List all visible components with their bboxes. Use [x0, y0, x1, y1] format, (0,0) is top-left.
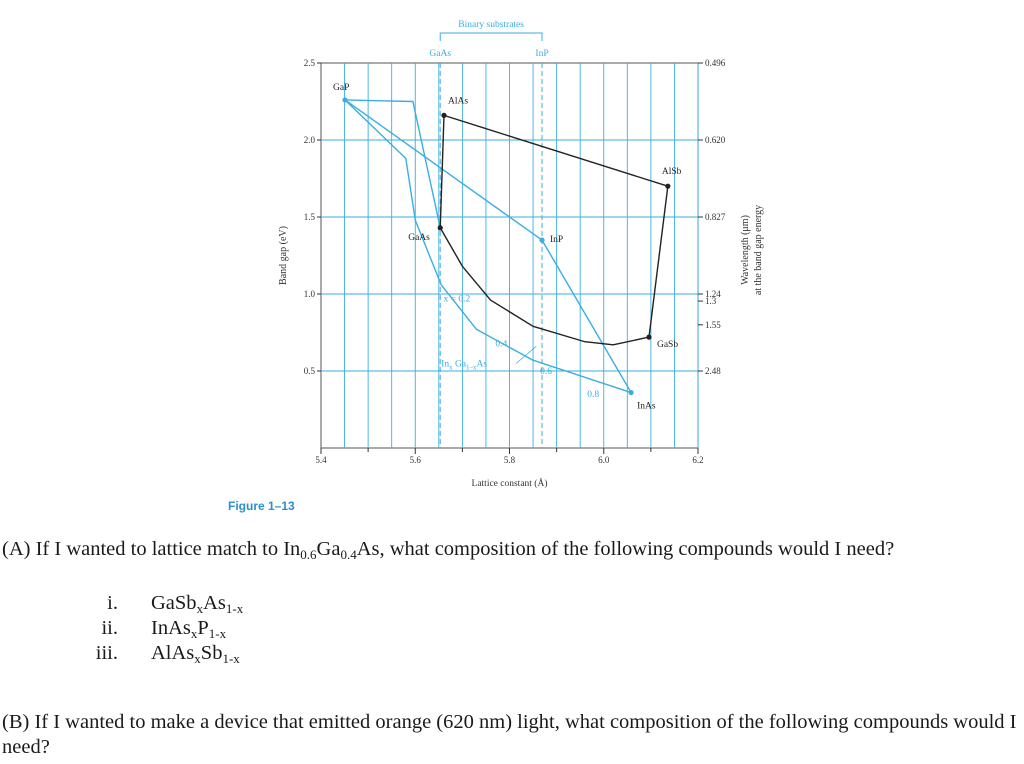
bandgap-chart: 5.4 5.6 5.8 6.0 6.2 0.5 1.0 1.5 2.0 2.5 0.496 0.620…	[278, 20, 764, 489]
y2-tick-label: 0.827	[705, 212, 726, 222]
data-point	[437, 225, 443, 231]
option-number: iii.	[95, 642, 118, 664]
y2-tick-label: 0.620	[705, 135, 726, 145]
y-tick-label: 1.0	[304, 289, 316, 299]
binary-bracket	[439, 32, 543, 41]
series-line	[439, 227, 650, 346]
data-point	[441, 112, 447, 118]
y2-tick-label: 1.55	[705, 320, 721, 330]
point-label: GaSb	[657, 340, 678, 350]
point-label: AlAs	[448, 96, 468, 106]
y-axis-title: Band gap (eV)	[278, 226, 289, 285]
option-formula: AlAsxSb1-x	[151, 642, 240, 666]
option-formula: GaSbxAs1-x	[151, 592, 244, 616]
question-a: (A) If I wanted to lattice match to In0.…	[2, 538, 895, 562]
alloy-pointer	[515, 346, 537, 364]
figure-label: Figure 1–13	[228, 499, 295, 513]
option-number: ii.	[101, 617, 118, 639]
data-point	[646, 334, 652, 340]
series-line	[541, 239, 632, 393]
y2-axis-title: Wavelength (μm)	[740, 215, 751, 285]
y-tick-label: 2.0	[304, 135, 316, 145]
option-number: i.	[107, 592, 118, 614]
y-tick-label: 1.5	[304, 212, 316, 222]
series-line	[439, 115, 445, 228]
x-tick-label: 5.6	[410, 455, 422, 465]
series-line	[344, 99, 543, 241]
substrate-label: GaAs	[429, 49, 451, 59]
y2-axis-title: at the band gap energy	[753, 205, 764, 295]
data-point	[665, 183, 671, 189]
y2-tick-label: 0.496	[705, 58, 726, 68]
data-point	[539, 237, 545, 243]
point-label: InAs	[637, 402, 656, 412]
data-point	[628, 389, 634, 396]
point-label: GaP	[333, 83, 349, 93]
binary-substrates-label: Binary substrates	[458, 20, 524, 30]
series-line	[344, 99, 632, 394]
point-label: GaAs	[408, 233, 430, 243]
point-label: AlSb	[662, 167, 682, 177]
x-tick-label: 6.0	[598, 455, 610, 465]
x-axis-title: Lattice constant (Å)	[472, 477, 548, 489]
question-b: (B) If I wanted to make a device that em…	[2, 711, 1017, 758]
composition-label: 0.8	[587, 390, 599, 400]
y2-tick-label: 1.24	[705, 289, 721, 299]
x-tick-label: 5.4	[315, 455, 327, 465]
data-point	[342, 97, 348, 103]
x-tick-label: 5.8	[504, 455, 516, 465]
alloy-label: Inx Ga1–xAs	[441, 359, 487, 371]
composition-label: 0.4	[495, 339, 507, 349]
series-line	[443, 114, 669, 338]
point-label: InP	[550, 235, 563, 245]
composition-label: x = 0.2	[444, 295, 471, 305]
x-tick-label: 6.2	[692, 455, 703, 465]
composition-label: 0.6	[540, 367, 552, 377]
series-line	[345, 99, 441, 228]
y-tick-label: 2.5	[304, 58, 316, 68]
option-formula: InAsxP1-x	[151, 617, 227, 641]
y2-tick-label: 1.3	[705, 296, 717, 306]
y2-tick-label: 2.48	[705, 366, 721, 376]
y-tick-label: 0.5	[304, 366, 316, 376]
substrate-label: InP	[535, 49, 548, 59]
